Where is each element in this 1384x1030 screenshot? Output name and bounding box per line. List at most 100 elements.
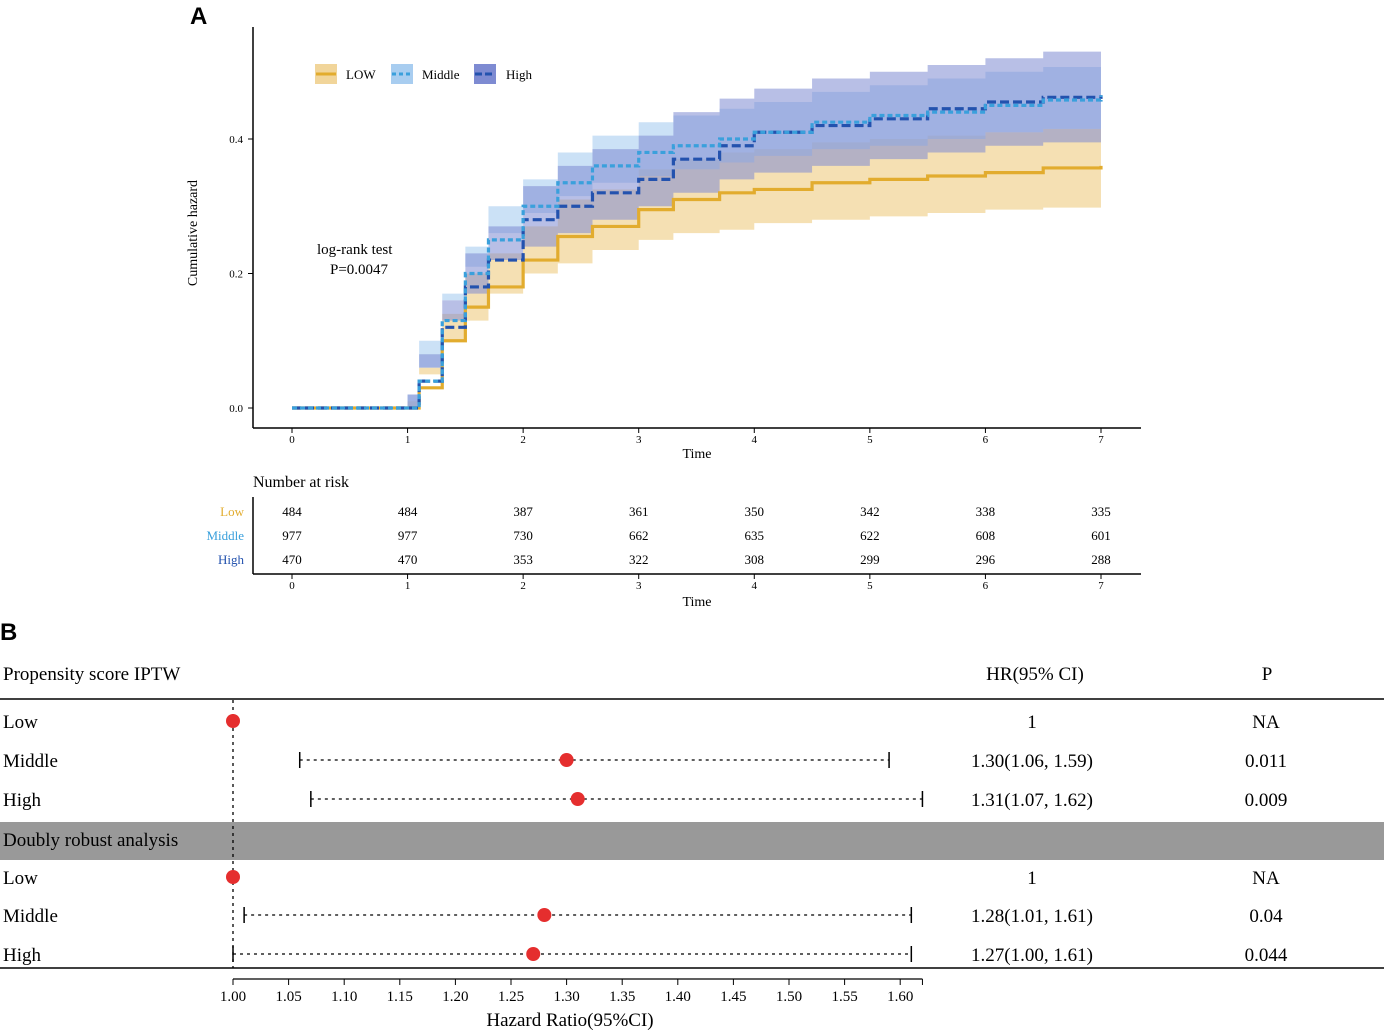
forest-x-tick-label: 1.60 — [887, 989, 913, 1005]
risk-row-label-middle: Middle — [206, 528, 244, 543]
risk-cell-middle: 608 — [976, 528, 996, 543]
forest-point — [537, 908, 552, 922]
forest-group-title-2: Doubly robust analysis — [3, 830, 178, 851]
risk-cell-middle: 977 — [282, 528, 302, 543]
forest-x-tick-label: 1.00 — [220, 989, 246, 1005]
forest-group-band — [0, 822, 1384, 860]
risk-x-ticks: 0 1 2 3 4 5 6 7 — [289, 574, 1104, 592]
forest-point — [226, 714, 240, 728]
forest-hr-text: 1.28(1.01, 1.61) — [971, 906, 1093, 927]
panel-label-b: B — [0, 619, 17, 646]
risk-x-axis-label: Time — [682, 595, 711, 610]
risk-cell-middle: 635 — [745, 528, 765, 543]
forest-row-label: Middle — [3, 906, 58, 927]
forest-x-tick-label: 1.05 — [275, 989, 301, 1005]
risk-x-tick-label: 4 — [752, 580, 758, 592]
risk-row-label-high: High — [218, 552, 245, 567]
risk-cell-middle: 662 — [629, 528, 649, 543]
risk-cell-high: 288 — [1091, 552, 1111, 567]
risk-x-tick-label: 5 — [867, 580, 873, 592]
forest-point — [226, 870, 240, 884]
km-x-ticks: 0 1 2 3 4 5 6 7 — [289, 428, 1104, 446]
risk-cell-high: 308 — [745, 552, 765, 567]
km-y-ticks: 0.0 0.2 0.4 — [229, 134, 253, 415]
km-x-tick-label: 7 — [1098, 434, 1104, 446]
risk-cell-high: 322 — [629, 552, 649, 567]
km-x-tick-label: 1 — [405, 434, 411, 446]
forest-row-label: Middle — [3, 751, 58, 772]
forest-x-tick-label: 1.45 — [720, 989, 746, 1005]
risk-x-tick-label: 0 — [289, 580, 295, 592]
km-bands — [292, 48, 1101, 409]
risk-x-tick-label: 1 — [405, 580, 411, 592]
risk-cell-low: 342 — [860, 504, 880, 519]
forest-x-tick-label: 1.20 — [442, 989, 468, 1005]
risk-table: Number at risk Low Middle High 484 484 387… — [206, 474, 1141, 610]
risk-cell-low: 484 — [398, 504, 418, 519]
forest-row-label: High — [3, 790, 42, 811]
km-x-tick-label: 2 — [520, 434, 526, 446]
logrank-label: log-rank test — [317, 242, 393, 258]
forest-x-tick-label: 1.55 — [831, 989, 857, 1005]
km-y-axis-label: Cumulative hazard — [186, 180, 201, 286]
logrank-p-value: P=0.0047 — [330, 262, 389, 278]
series-line-high — [292, 95, 1103, 410]
risk-cell-high: 299 — [860, 552, 880, 567]
risk-cell-high: 470 — [282, 552, 302, 567]
forest-header-hr: HR(95% CI) — [986, 664, 1084, 685]
risk-x-tick-label: 6 — [983, 580, 989, 592]
forest-rows: Low 1 NA Middle 1.30(1.06, 1.59) 0.011 High 1.3… — [3, 712, 1288, 966]
risk-x-tick-label: 2 — [520, 580, 526, 592]
legend-label-high: High — [506, 67, 533, 82]
ci-band-low — [292, 125, 1101, 409]
forest-plot: Propensity score IPTW HR(95% CI) P Doubl… — [0, 664, 1384, 1030]
risk-table-title: Number at risk — [253, 474, 349, 491]
risk-cell-low: 361 — [629, 504, 649, 519]
risk-cell-middle: 622 — [860, 528, 880, 543]
forest-hr-text: 1 — [1027, 868, 1037, 889]
panel-label-a: A — [190, 3, 207, 30]
risk-cell-high: 353 — [513, 552, 533, 567]
legend-label-low: LOW — [346, 67, 376, 82]
km-x-axis-label: Time — [682, 447, 711, 462]
forest-x-tick-label: 1.50 — [776, 989, 802, 1005]
forest-hr-text: 1.31(1.07, 1.62) — [971, 790, 1093, 811]
km-plot: 0 1 2 3 4 5 6 7 0.0 0.2 0.4 Time Cumulative hazar… — [186, 27, 1141, 462]
forest-p-value: 0.04 — [1249, 906, 1283, 927]
risk-cell-middle: 601 — [1091, 528, 1111, 543]
forest-hr-text: 1.27(1.00, 1.61) — [971, 945, 1093, 966]
ci-band-high — [292, 48, 1101, 409]
series-line-middle — [292, 95, 1103, 410]
forest-p-value: 0.011 — [1245, 751, 1287, 772]
km-x-tick-label: 5 — [867, 434, 873, 446]
km-y-tick-label: 0.0 — [229, 403, 243, 415]
forest-row-label: Low — [3, 868, 38, 889]
forest-x-ticks: 1.00 1.05 1.10 1.15 1.20 1.25 1.30 1.35 1.40 1.45… — [220, 978, 923, 1005]
risk-x-tick-label: 3 — [636, 580, 642, 592]
forest-p-value: NA — [1252, 712, 1280, 733]
risk-cell-low: 387 — [513, 504, 533, 519]
km-x-tick-label: 4 — [752, 434, 758, 446]
forest-p-value: NA — [1252, 868, 1280, 889]
km-y-tick-label: 0.4 — [229, 134, 243, 146]
series-line-low — [292, 165, 1103, 410]
forest-point — [559, 753, 574, 767]
risk-cells: 484 484 387 361 350 342 338 335 977 977 730 662 635 6… — [282, 504, 1110, 567]
forest-hr-text: 1.30(1.06, 1.59) — [971, 751, 1093, 772]
forest-p-value: 0.009 — [1245, 790, 1288, 811]
forest-x-tick-label: 1.30 — [553, 989, 579, 1005]
forest-hr-text: 1 — [1027, 712, 1037, 733]
risk-cell-middle: 730 — [513, 528, 533, 543]
km-lines — [292, 95, 1103, 410]
forest-group-title-1: Propensity score IPTW — [3, 664, 180, 685]
risk-row-label-low: Low — [220, 504, 244, 519]
km-x-tick-label: 6 — [983, 434, 989, 446]
km-legend: LOW Middle High — [315, 64, 533, 84]
forest-point — [526, 947, 541, 961]
forest-row-label: High — [3, 945, 42, 966]
risk-cell-middle: 977 — [398, 528, 418, 543]
legend-label-middle: Middle — [422, 67, 460, 82]
risk-x-tick-label: 7 — [1098, 580, 1104, 592]
risk-cell-high: 470 — [398, 552, 418, 567]
km-x-tick-label: 3 — [636, 434, 642, 446]
